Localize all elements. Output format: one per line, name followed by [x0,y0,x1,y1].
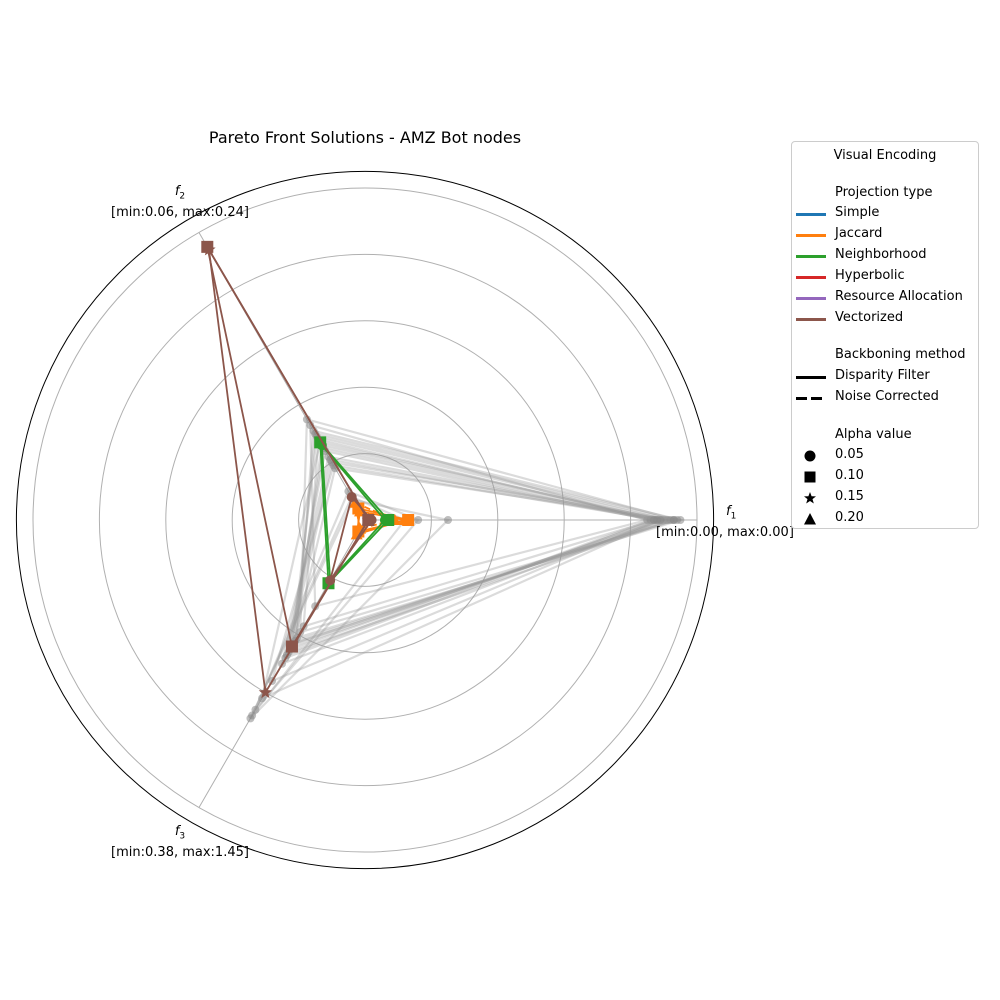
series-line [329,495,373,581]
star-marker-icon [804,492,816,504]
series-line [208,249,370,696]
star-marker [258,685,273,699]
legend-item-hyperbolic: Hyperbolic [792,268,978,286]
radial-grid [15,170,715,870]
legend-item-alpha-005: 0.05 [792,447,978,465]
legend-item-vectorized: Vectorized [792,310,978,328]
axis-range-f1: [min:0.00, max:0.00] [656,524,794,540]
series-line [319,439,390,586]
axis-label-f3: f3 [min:0.38, max:1.45] [100,824,260,861]
background-solutions [246,415,685,723]
axis-label-f2: f2 [min:0.06, max:0.24] [100,184,260,221]
background-solution-line [295,429,685,640]
background-solution-line [280,455,665,666]
circle-marker [346,491,357,502]
legend-item-disparity-filter: Disparity Filter [792,368,978,386]
background-solution-line [260,441,664,701]
series-line [353,501,398,530]
background-solution-line [292,467,671,646]
axis-name-f1: f1 [726,504,737,522]
background-solution-line [288,446,662,652]
legend-swatch [796,297,826,300]
axis-label-f1: f1 [min:0.00, max:0.00] [656,504,794,541]
background-solution-line [249,498,451,720]
star-marker [202,242,216,256]
dashed-line-swatch [796,397,826,400]
series-line [320,442,387,583]
axis-name-f3: f3 [174,824,186,842]
axis-name-f2: f2 [174,184,186,202]
circle-marker-icon [804,450,816,462]
background-solution-line [299,417,682,634]
triangle-marker-icon [804,513,816,525]
background-solution-line [292,443,668,646]
legend-item-neighborhood: Neighborhood [792,247,978,265]
outer-frame [15,170,715,870]
chart-title: Pareto Front Solutions - AMZ Bot nodes [208,128,522,147]
legend-item-simple: Simple [792,205,978,223]
legend-title: Visual Encoding [833,148,937,163]
background-solution-line [294,432,678,643]
legend-projection-header: Projection type [835,185,933,200]
legend-item-noise-corrected: Noise Corrected [792,389,978,407]
background-solution-point [444,516,452,524]
background-solution-line [290,435,672,649]
legend-swatch [796,213,826,216]
background-solution-line [270,464,662,683]
square-marker-icon [804,471,816,483]
legend-alpha-header: Alpha value [835,427,912,442]
legend-item-alpha-020: 0.20 [792,510,978,528]
legend-swatch [796,234,826,237]
circle-marker [325,575,336,586]
triangle-marker [354,522,367,534]
circle-marker [379,515,390,525]
legend-item-resource-allocation: Resource Allocation [792,289,978,307]
background-solution-point [414,516,423,524]
solid-line-swatch [796,376,826,379]
legend-swatch [796,318,826,321]
background-solution-line [309,423,652,608]
background-solution-point [248,711,257,720]
pareto-series [201,240,415,699]
circle-marker [316,440,327,451]
background-solution-point [649,516,658,524]
background-solution-point [302,415,311,424]
background-solution-line [287,461,675,654]
legend-item-alpha-015: 0.15 [792,489,978,507]
background-solution-line [285,449,655,657]
legend-swatch [796,255,826,258]
axis-range-f2: [min:0.06, max:0.24] [111,204,249,220]
legend-swatch [796,276,826,279]
axis-range-f3: [min:0.38, max:1.45] [111,844,249,860]
background-solution-line [283,458,658,660]
background-solution-line [254,489,420,711]
legend-item-jaccard: Jaccard [792,226,978,244]
background-solution-line [302,438,659,628]
circle-marker [366,515,377,525]
background-solution-point [669,516,678,524]
legend-backbone-header: Backboning method [835,347,966,362]
legend: Visual Encoding Projection type Simple J… [791,141,979,529]
legend-item-alpha-010: 0.10 [792,468,978,486]
triangle-marker [398,514,411,525]
